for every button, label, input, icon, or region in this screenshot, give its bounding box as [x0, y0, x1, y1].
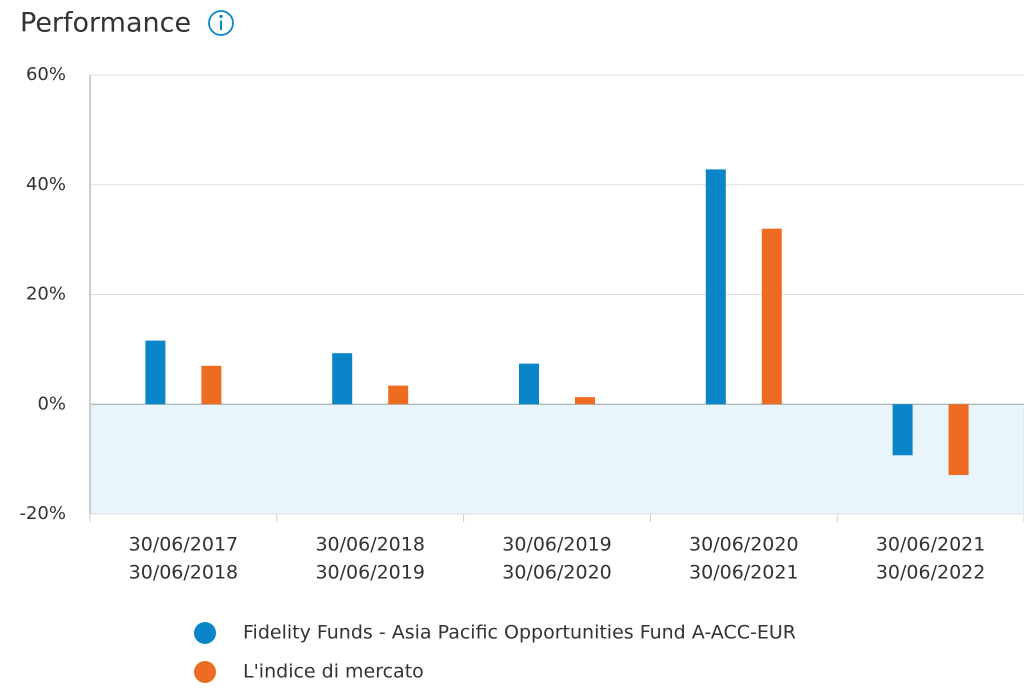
- y-tick-label: -20%: [19, 503, 66, 524]
- bar: [201, 365, 222, 405]
- legend-marker: [194, 661, 216, 683]
- x-tick-label: 30/06/2018: [315, 534, 425, 556]
- legend-label: L'indice di mercato: [243, 661, 424, 683]
- chart-title: Performance: [20, 8, 191, 39]
- bar: [332, 353, 353, 405]
- x-tick-label: 30/06/2017: [129, 534, 239, 556]
- bar: [705, 169, 726, 405]
- x-tick-label: 30/06/2021: [689, 562, 799, 584]
- y-tick-label: 40%: [26, 174, 66, 195]
- bar: [948, 404, 969, 476]
- y-tick-label: 60%: [26, 64, 66, 85]
- legend-marker: [194, 622, 216, 644]
- x-tick-label: 30/06/2021: [876, 534, 986, 556]
- y-tick-label: 20%: [26, 284, 66, 305]
- info-icon[interactable]: [208, 10, 234, 36]
- negative-zone: [89, 403, 1024, 515]
- x-tick-label: 30/06/2020: [689, 534, 799, 556]
- x-tick-label: 30/06/2019: [315, 562, 425, 584]
- bar: [519, 363, 539, 405]
- bar: [575, 397, 595, 405]
- bar: [388, 385, 409, 405]
- x-tick-label: 30/06/2020: [502, 562, 612, 584]
- x-tick-label: 30/06/2019: [502, 534, 612, 556]
- legend-label: Fidelity Funds - Asia Pacific Opportunit…: [243, 622, 796, 644]
- x-tick-label: 30/06/2018: [129, 562, 239, 584]
- bar: [761, 228, 782, 405]
- y-tick-label: 0%: [37, 393, 66, 414]
- bar: [892, 404, 913, 456]
- bar: [145, 340, 166, 405]
- x-tick-label: 30/06/2022: [876, 562, 986, 584]
